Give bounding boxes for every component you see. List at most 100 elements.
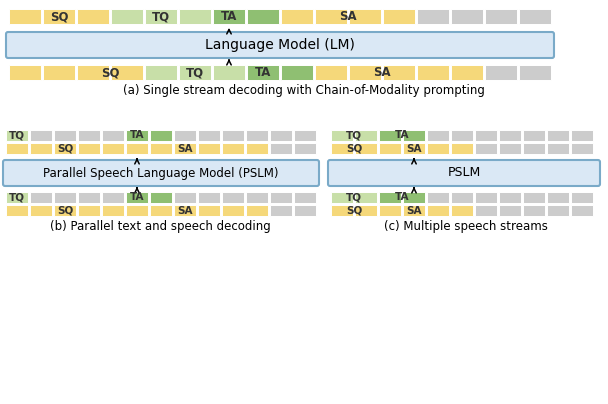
Bar [451, 143, 473, 154]
Bar [179, 9, 211, 24]
Bar [126, 130, 148, 141]
Bar [485, 9, 517, 24]
Bar [475, 130, 497, 141]
Bar [5, 192, 28, 203]
Bar [523, 205, 545, 216]
Text: (c) Multiple speech streams: (c) Multiple speech streams [384, 220, 548, 233]
Text: SA: SA [406, 206, 422, 215]
Bar [222, 205, 244, 216]
Bar [270, 130, 292, 141]
Bar [145, 9, 178, 24]
Bar [519, 9, 551, 24]
Text: SA: SA [178, 143, 193, 154]
Bar [198, 130, 220, 141]
Bar [331, 205, 353, 216]
Text: TA: TA [130, 192, 144, 202]
Bar [54, 192, 76, 203]
Bar [281, 9, 313, 24]
Bar [349, 9, 381, 24]
Bar [379, 205, 401, 216]
Text: TQ: TQ [186, 66, 204, 79]
Text: SA: SA [406, 143, 422, 154]
Bar [246, 192, 268, 203]
Bar [150, 143, 172, 154]
Bar [102, 192, 124, 203]
Bar [427, 130, 449, 141]
Bar [402, 205, 425, 216]
Bar [315, 65, 347, 80]
Bar [150, 205, 172, 216]
Bar [354, 192, 377, 203]
Bar [402, 143, 425, 154]
Bar [475, 143, 497, 154]
Bar [213, 9, 245, 24]
Bar [270, 205, 292, 216]
Bar [571, 143, 593, 154]
Bar [383, 65, 415, 80]
Bar [427, 205, 449, 216]
Bar [246, 143, 268, 154]
Text: SQ: SQ [346, 206, 362, 215]
Bar [416, 9, 449, 24]
Bar [54, 143, 76, 154]
Text: SA: SA [178, 206, 193, 215]
Text: TA: TA [130, 130, 144, 141]
Bar [379, 130, 401, 141]
Bar [523, 192, 545, 203]
Bar [499, 143, 521, 154]
Bar [247, 9, 279, 24]
Text: TA: TA [395, 192, 409, 202]
Bar [547, 143, 569, 154]
Bar [5, 130, 28, 141]
FancyBboxPatch shape [6, 32, 554, 58]
Bar [102, 205, 124, 216]
Text: Language Model (LM): Language Model (LM) [205, 38, 355, 52]
Bar [475, 192, 497, 203]
Text: SQ: SQ [346, 143, 362, 154]
Bar [354, 205, 377, 216]
Bar [222, 143, 244, 154]
Text: TA: TA [395, 130, 409, 141]
Text: SQ: SQ [57, 143, 73, 154]
Bar [222, 130, 244, 141]
Bar [145, 65, 178, 80]
Bar [331, 192, 353, 203]
Bar [571, 130, 593, 141]
Bar [519, 65, 551, 80]
Bar [30, 130, 52, 141]
Bar [547, 192, 569, 203]
Bar [379, 143, 401, 154]
Bar [523, 130, 545, 141]
Bar [150, 130, 172, 141]
Bar [179, 65, 211, 80]
Bar [111, 65, 143, 80]
Text: TQ: TQ [346, 192, 362, 202]
Bar [281, 65, 313, 80]
Bar [547, 205, 569, 216]
Bar [30, 205, 52, 216]
Bar [78, 192, 100, 203]
Bar [77, 65, 109, 80]
Bar [174, 143, 196, 154]
Bar [383, 9, 415, 24]
Bar [150, 192, 172, 203]
Bar [78, 143, 100, 154]
Bar [246, 205, 268, 216]
Bar [547, 130, 569, 141]
Text: TA: TA [255, 66, 271, 79]
Bar [102, 130, 124, 141]
FancyBboxPatch shape [3, 160, 319, 186]
Text: SA: SA [339, 10, 357, 23]
Bar [294, 130, 316, 141]
Bar [499, 192, 521, 203]
Bar [213, 65, 245, 80]
Bar [126, 205, 148, 216]
Bar [523, 143, 545, 154]
Bar [9, 9, 41, 24]
Bar [54, 205, 76, 216]
Bar [5, 205, 28, 216]
Bar [174, 130, 196, 141]
Text: TA: TA [221, 10, 237, 23]
FancyBboxPatch shape [328, 160, 600, 186]
Bar [9, 65, 41, 80]
